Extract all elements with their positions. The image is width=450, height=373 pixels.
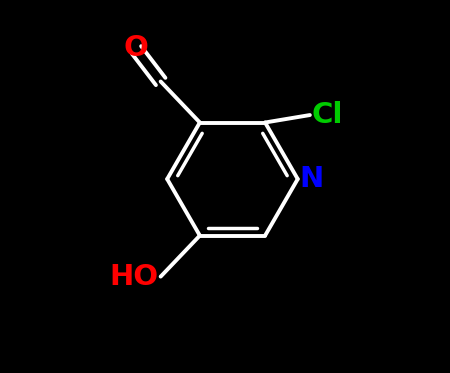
Text: O: O xyxy=(124,34,149,62)
Text: N: N xyxy=(300,165,324,193)
Text: Cl: Cl xyxy=(312,101,343,129)
Text: HO: HO xyxy=(110,263,159,291)
